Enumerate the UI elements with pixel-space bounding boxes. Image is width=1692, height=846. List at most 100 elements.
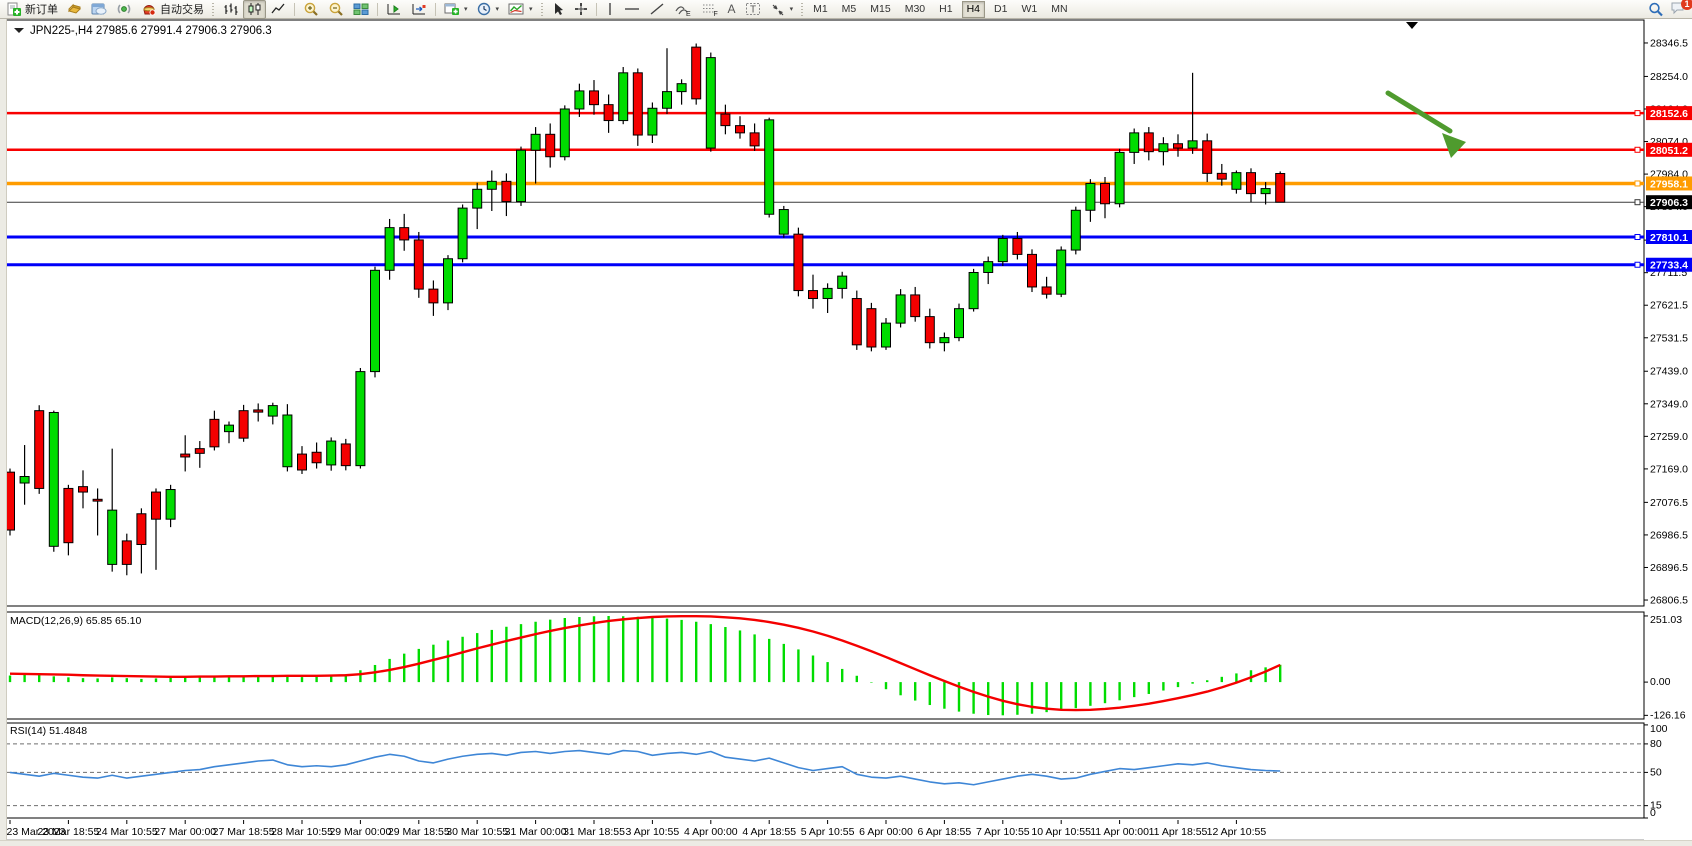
terminal-button[interactable] [87, 0, 111, 19]
text-icon: A [727, 2, 736, 16]
new-order-button[interactable]: 新订单 [3, 0, 62, 19]
price-badge [1646, 230, 1692, 245]
candle-body [457, 207, 468, 260]
timeframe-m1-button[interactable]: M1 [813, 3, 828, 15]
timeframe-m30-button[interactable]: M30 [904, 3, 926, 15]
signal-button[interactable] [112, 0, 136, 19]
scroll-marker-icon[interactable] [1406, 22, 1418, 29]
gold-button[interactable] [63, 0, 86, 19]
candle-body [939, 337, 950, 344]
price-tick-label: 26806.5 [1650, 595, 1688, 607]
candle-body [574, 90, 585, 110]
candle-body [501, 180, 512, 203]
price-badge [1646, 176, 1692, 191]
timeframe-m5-button[interactable]: M5 [841, 3, 857, 15]
horizontal-line-tool-button[interactable] [620, 0, 644, 19]
candle-body [793, 233, 804, 292]
channel-sub-glyph: E [686, 11, 691, 17]
chart-autoscroll-button[interactable] [407, 0, 431, 19]
time-tick-label: 4 Apr 18:55 [742, 826, 796, 838]
rsi-tick-label: 0 [1650, 807, 1656, 819]
tile-windows-button[interactable] [349, 0, 373, 19]
vertical-line-tool-button[interactable] [601, 0, 619, 19]
toolbar-right: 1 [1648, 0, 1692, 20]
line-handle[interactable] [1634, 180, 1641, 187]
timeframe-d1-button[interactable]: D1 [994, 3, 1008, 15]
timeframe-h1-button[interactable]: H1 [939, 3, 953, 15]
candle-body [151, 491, 161, 520]
fibonacci-tool-button[interactable]: F [697, 0, 723, 19]
chart-shift-button[interactable] [382, 0, 406, 19]
gold-icon [67, 2, 82, 16]
time-tick-label: 11 Apr 00:00 [1090, 826, 1149, 838]
candle-body [895, 294, 906, 324]
channel-tool-button[interactable]: E [670, 0, 696, 19]
period-button[interactable]: ▾ [473, 0, 504, 19]
line-chart-icon [271, 2, 286, 16]
fibonacci-icon: F [701, 2, 719, 18]
price-badge [1646, 106, 1692, 121]
candle-body [910, 294, 921, 318]
time-tick-label: 4 Apr 00:00 [684, 826, 738, 838]
auto-trading-button[interactable]: 自动交易 [137, 0, 208, 19]
text-label-tool-button[interactable]: T [741, 0, 765, 19]
line-handle[interactable] [1634, 234, 1641, 241]
timeframe-mn-button[interactable]: MN [1051, 3, 1068, 15]
text-tool-button[interactable]: A [724, 0, 740, 19]
period-icon [477, 2, 492, 16]
candle-body [881, 322, 891, 348]
candle-body [1027, 253, 1037, 288]
template-icon [508, 2, 525, 16]
chart-title: JPN225-,H4 27985.6 27991.4 27906.3 27906… [14, 25, 272, 37]
timeframe-m15-button[interactable]: M15 [870, 3, 891, 15]
line-chart-button[interactable] [267, 0, 290, 19]
signal-icon [116, 2, 132, 16]
candle-body [822, 287, 833, 300]
bar-chart-button[interactable] [219, 0, 242, 19]
candle-body [720, 113, 731, 127]
rsi-label: RSI(14) 51.4848 [10, 725, 87, 737]
main-price-pane[interactable] [5, 19, 1645, 607]
candle-body [1158, 143, 1169, 153]
left-gutter [0, 19, 7, 846]
new-chart-button[interactable]: ▾ [440, 0, 472, 19]
macd-label: MACD(12,26,9) 65.85 65.10 [10, 615, 141, 627]
candle-body [808, 290, 818, 300]
template-button[interactable]: ▾ [504, 0, 537, 19]
auto-trading-icon [141, 2, 157, 16]
chart-canvas[interactable]: 28346.528254.028164.028074.027984.027894… [0, 19, 1692, 846]
arrow-head [1442, 133, 1466, 158]
annotation-arrow[interactable] [1385, 90, 1466, 158]
chart-window[interactable]: 28346.528254.028164.028074.027984.027894… [0, 19, 1692, 846]
line-handle[interactable] [1634, 261, 1641, 268]
candlestick-button[interactable] [243, 0, 266, 19]
arrow-shaft [1385, 90, 1453, 134]
cursor-tool-button[interactable] [548, 0, 569, 19]
rsi-line [9, 749, 1281, 786]
line-handle[interactable] [1634, 199, 1641, 206]
candle-body [180, 453, 191, 458]
crosshair-tool-button[interactable] [570, 0, 592, 19]
candle-body [1129, 132, 1140, 153]
trendline-tool-button[interactable] [645, 0, 669, 19]
line-handle[interactable] [1634, 146, 1641, 153]
zoom-out-button[interactable] [324, 0, 348, 19]
fibo-sub-glyph: F [713, 11, 717, 17]
candle-body [735, 125, 745, 134]
macd-pane[interactable] [5, 611, 1645, 720]
arrows-tool-button[interactable]: ▾ [766, 0, 798, 19]
zoom-in-button[interactable] [299, 0, 323, 19]
notifications-button[interactable]: 1 [1670, 0, 1692, 20]
line-handle[interactable] [1634, 110, 1641, 117]
candle-body [107, 509, 118, 565]
symbol-dropdown-icon[interactable] [14, 28, 24, 33]
new-order-label: 新订单 [25, 4, 58, 16]
rsi-pane[interactable] [5, 722, 1645, 819]
candle-body [1275, 173, 1286, 203]
price-badge-label: 27958.1 [1650, 178, 1688, 190]
candle-body [1085, 183, 1096, 211]
search-icon[interactable] [1648, 2, 1664, 17]
timeframe-w1-button[interactable]: W1 [1021, 3, 1038, 15]
candle-body [209, 418, 220, 448]
timeframe-h4-button[interactable]: H4 [961, 0, 986, 18]
